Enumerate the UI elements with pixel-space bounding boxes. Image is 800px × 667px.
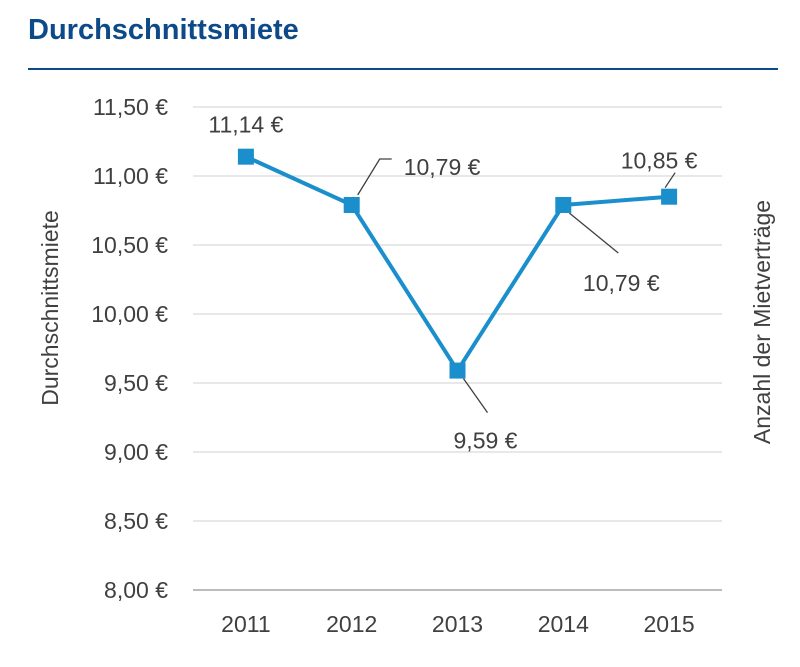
- leader-line: [664, 172, 676, 189]
- x-tick-label: 2014: [538, 611, 589, 637]
- series-line-path: [245, 154, 670, 373]
- data-point-marker: [555, 196, 572, 213]
- leader-line: [357, 158, 392, 196]
- y-axis-label: Durchschnittsmiete: [37, 210, 63, 406]
- x-tick-label: 2012: [326, 611, 377, 637]
- series-line: [245, 154, 670, 373]
- gridlines: [193, 106, 722, 591]
- y-tick-label: 10,50 €: [91, 232, 168, 258]
- y-tick-label: 11,00 €: [93, 163, 168, 189]
- title-divider: [28, 68, 778, 70]
- y-axis-right-label: Anzahl der Mietverträge: [749, 200, 775, 444]
- x-tick-label: 2015: [644, 611, 695, 637]
- data-label: 10,85 €: [621, 148, 698, 174]
- data-point-marker: [237, 148, 254, 165]
- y-tick-label: 11,50 €: [93, 94, 168, 120]
- y-tick-labels: 8,00 € 8,50 € 9,00 € 9,50 € 10,00 € 10,50 € 11…: [91, 94, 168, 603]
- x-tick-label: 2011: [221, 611, 270, 637]
- data-label: 10,79 €: [583, 270, 660, 296]
- x-tick-label: 2013: [432, 611, 483, 637]
- leader-line: [462, 378, 489, 413]
- data-label: 9,59 €: [454, 428, 518, 454]
- data-labels: 11,14 € 10,79 € 9,59 € 10,79 € 10,85 €: [208, 112, 697, 454]
- y-tick-label: 8,00 €: [104, 577, 168, 603]
- data-points: [237, 148, 678, 379]
- y-tick-label: 8,50 €: [104, 508, 168, 534]
- data-label: 10,79 €: [404, 154, 481, 180]
- data-point-marker: [661, 188, 678, 205]
- x-tick-labels: 2011 2012 2013 2014 2015: [221, 611, 695, 637]
- leader-line: [568, 212, 619, 254]
- data-label: 11,14 €: [208, 112, 283, 138]
- page-title: Durchschnittsmiete: [28, 14, 299, 46]
- data-point-marker: [343, 196, 360, 213]
- y-tick-label: 9,00 €: [104, 439, 168, 465]
- y-tick-label: 9,50 €: [104, 370, 168, 396]
- label-leader-lines: [357, 158, 676, 413]
- data-point-marker: [449, 362, 466, 379]
- y-tick-label: 10,00 €: [91, 301, 168, 327]
